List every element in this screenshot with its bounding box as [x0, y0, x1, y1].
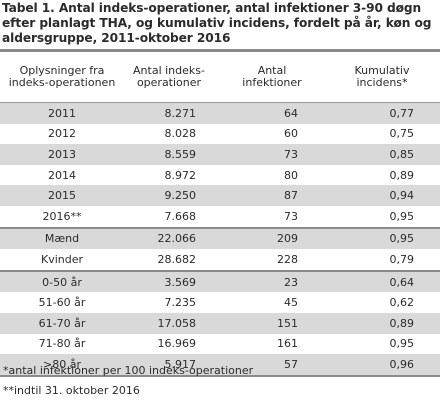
table-row: 2016** 7.668 73 0,95: [0, 206, 440, 227]
row-label: Mænd: [44, 232, 80, 246]
table-title: Tabel 1. Antal indeks-operationer, antal…: [2, 1, 432, 45]
row-label: 2014: [48, 168, 76, 182]
operations-cell: 8.972: [164, 168, 197, 182]
header-infections: Antal infektioner: [242, 63, 302, 89]
infections-cell: 64: [284, 106, 298, 120]
incidence-cell: 0,95: [389, 209, 415, 223]
table-row: Mænd 22.066 209 0,95: [0, 228, 440, 250]
operations-cell: 3.569: [164, 275, 197, 289]
infections-cell: 209: [277, 232, 298, 246]
incidence-cell: 0,95: [389, 232, 415, 246]
row-label: 51-60 år: [38, 296, 86, 310]
incidence-cell: 0,62: [389, 296, 415, 310]
incidence-cell: 0,95: [389, 337, 415, 351]
table-row: 2012 8.028 60 0,75: [0, 124, 440, 145]
row-label: 2015: [48, 189, 76, 203]
operations-cell: 7.668: [164, 209, 197, 223]
infections-cell: 151: [277, 316, 298, 330]
table-row: >80 år 5.917 57 0,96: [0, 354, 440, 375]
infections-cell: 60: [284, 127, 298, 141]
operations-cell: 9.250: [164, 189, 197, 203]
group-separator: [0, 269, 440, 272]
incidence-cell: 0,96: [389, 357, 415, 371]
operations-cell: 28.682: [157, 252, 197, 266]
infections-cell: 23: [284, 275, 298, 289]
operations-cell: 8.271: [164, 106, 197, 120]
incidence-cell: 0,79: [389, 252, 415, 266]
infections-cell: 87: [284, 189, 298, 203]
operations-cell: 16.969: [157, 337, 197, 351]
row-label: 2011: [48, 106, 76, 120]
table-bottom-rule: [0, 374, 440, 377]
footnote-incidence: *antal infektioner per 100 indeks-operat…: [3, 364, 254, 377]
table-row: Kvinder 28.682 228 0,79: [0, 249, 440, 270]
table-row: 0-50 år 3.569 23 0,64: [0, 271, 440, 293]
operations-cell: 5.917: [164, 357, 197, 371]
table-top-rule: [0, 49, 440, 52]
row-label: 61-70 år: [38, 316, 86, 330]
group-separator: [0, 102, 440, 103]
footnote-date: **indtil 31. oktober 2016: [3, 384, 140, 397]
incidence-cell: 0,77: [389, 106, 415, 120]
table-row: 2011 8.271 64 0,77: [0, 103, 440, 124]
incidence-cell: 0,75: [389, 127, 415, 141]
row-label: >80 år: [43, 357, 81, 371]
incidence-cell: 0,64: [389, 275, 415, 289]
infections-cell: 73: [284, 147, 298, 161]
operations-cell: 22.066: [157, 232, 197, 246]
row-label: 0-50 år: [42, 275, 82, 289]
operations-cell: 7.235: [164, 296, 197, 310]
infections-cell: 228: [277, 252, 298, 266]
incidence-cell: 0,94: [389, 189, 415, 203]
row-label: 2016**: [42, 209, 82, 223]
table-body: 2011 8.271 64 0,77 2012 8.028 60 0,75 2013 8.559 7…: [0, 102, 440, 377]
table-row: 71-80 år 16.969 161 0,95: [0, 334, 440, 355]
table-row: 2015 9.250 87 0,94: [0, 185, 440, 206]
incidence-cell: 0,85: [389, 147, 415, 161]
operations-cell: 8.559: [164, 147, 197, 161]
header-info: Oplysninger fra indeks-operationen: [8, 63, 116, 89]
infections-cell: 80: [284, 168, 298, 182]
header-incidence: Kumulativ incidens*: [354, 63, 410, 89]
incidence-cell: 0,89: [389, 316, 415, 330]
row-label: 71-80 år: [38, 337, 86, 351]
table-row: 61-70 år 17.058 151 0,89: [0, 312, 440, 334]
infections-cell: 161: [277, 337, 298, 351]
infections-cell: 73: [284, 209, 298, 223]
operations-cell: 17.058: [157, 316, 197, 330]
header-operations: Antal indeks-operationer: [133, 63, 205, 89]
table-row: 2013 8.559 73 0,85: [0, 144, 440, 165]
operations-cell: 8.028: [164, 127, 197, 141]
row-label: 2012: [48, 127, 76, 141]
table-row: 51-60 år 7.235 45 0,62: [0, 292, 440, 313]
row-label: 2013: [48, 147, 76, 161]
table-row: 2014 8.972 80 0,89: [0, 165, 440, 186]
group-separator: [0, 226, 440, 229]
infections-cell: 57: [284, 357, 298, 371]
row-label: Kvinder: [40, 252, 84, 266]
infections-cell: 45: [284, 296, 298, 310]
incidence-cell: 0,89: [389, 168, 415, 182]
